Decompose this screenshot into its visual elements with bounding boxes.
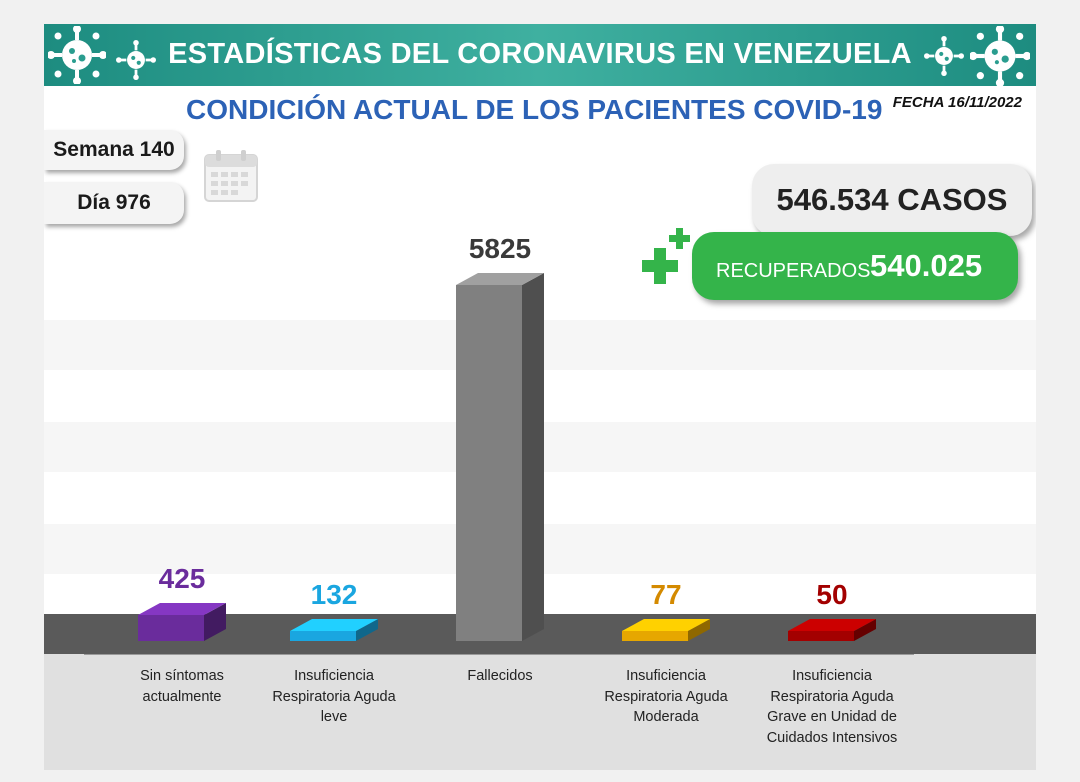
data-label: 5825 <box>468 233 532 264</box>
category-area <box>44 654 1036 770</box>
category-label: Sin síntomas actualmente <box>107 666 257 707</box>
category-label-line: Insuficiencia <box>792 668 872 684</box>
data-label: 425 <box>158 563 206 595</box>
bar-side <box>854 619 876 641</box>
recovered-label: RECUPERADOS <box>716 260 871 282</box>
category-label-line: Sin síntomas <box>140 668 224 684</box>
bar-side <box>688 619 710 641</box>
recovered-value: 540.025 <box>870 248 983 283</box>
bar <box>456 273 544 641</box>
bar-front <box>788 631 854 641</box>
category-label: Fallecidos <box>425 666 575 687</box>
header-banner: ESTADÍSTICAS DEL CORONAVIRUS EN VENEZUEL… <box>44 24 1036 86</box>
chart-subtitle: CONDICIÓN ACTUAL DE LOS PACIENTES COVID-… <box>186 94 883 125</box>
category-label-line: actualmente <box>142 688 222 705</box>
bar-top <box>290 619 378 631</box>
page-title: ESTADÍSTICAS DEL CORONAVIRUS EN VENEZUEL… <box>168 38 912 70</box>
bar-top <box>138 603 226 616</box>
day-badge: Día 976 <box>44 182 184 224</box>
report-date: FECHA 16/11/2022 <box>892 94 1022 111</box>
category-label-line: Respiratoria Aguda <box>770 688 894 705</box>
category-label-line: Respiratoria Aguda <box>604 688 728 705</box>
category-label: Insuficiencia Respiratoria Aguda Grave en … <box>757 666 907 748</box>
medical-plus-icon <box>642 228 690 284</box>
data-label: 132 <box>310 579 358 610</box>
category-divider <box>84 654 914 655</box>
category-label: Insuficiencia Respiratoria Aguda leve <box>259 666 409 728</box>
infographic-card: ESTADÍSTICAS DEL CORONAVIRUS EN VENEZUEL… <box>44 24 1036 770</box>
category-label-line: Respiratoria Aguda <box>272 688 396 705</box>
virus-icon <box>970 26 1030 86</box>
category-label-line: Insuficiencia <box>626 668 706 684</box>
bar-front <box>622 631 688 641</box>
bar-side <box>204 603 226 641</box>
bar <box>290 619 378 641</box>
category-label-line: Fallecidos <box>467 668 533 684</box>
category-label-line: Grave en Unidad de <box>767 709 897 725</box>
day-label: Día 976 <box>77 191 151 214</box>
virus-icon <box>48 26 106 84</box>
bar-front <box>290 631 356 641</box>
bar <box>138 603 226 641</box>
recovered-box: RECUPERADOS 540.025 <box>692 232 1018 300</box>
bar-chart <box>138 273 876 641</box>
total-cases-box: 546.534 CASOS <box>752 164 1032 236</box>
category-label-line: Moderada <box>633 709 699 725</box>
virus-icon <box>924 36 964 76</box>
virus-icon <box>116 40 156 80</box>
bar-side <box>356 619 378 641</box>
category-label-line: leve <box>320 709 348 725</box>
data-label: 50 <box>816 579 848 610</box>
bar-front <box>456 285 522 641</box>
week-label: Semana 140 <box>53 138 175 161</box>
category-label-line: Cuidados Intensivos <box>766 729 898 746</box>
week-badge: Semana 140 <box>44 130 184 170</box>
bar-side <box>522 273 544 641</box>
bar <box>622 619 710 641</box>
data-label: 77 <box>650 579 682 610</box>
calendar-icon <box>204 150 258 202</box>
category-label-line: Insuficiencia <box>294 668 374 684</box>
bar-top <box>622 619 710 631</box>
category-label: Insuficiencia Respiratoria Aguda Moderada <box>591 666 741 728</box>
bar <box>788 619 876 641</box>
bar-front <box>138 615 204 641</box>
bar-top <box>456 273 544 285</box>
bar-top <box>788 619 876 631</box>
